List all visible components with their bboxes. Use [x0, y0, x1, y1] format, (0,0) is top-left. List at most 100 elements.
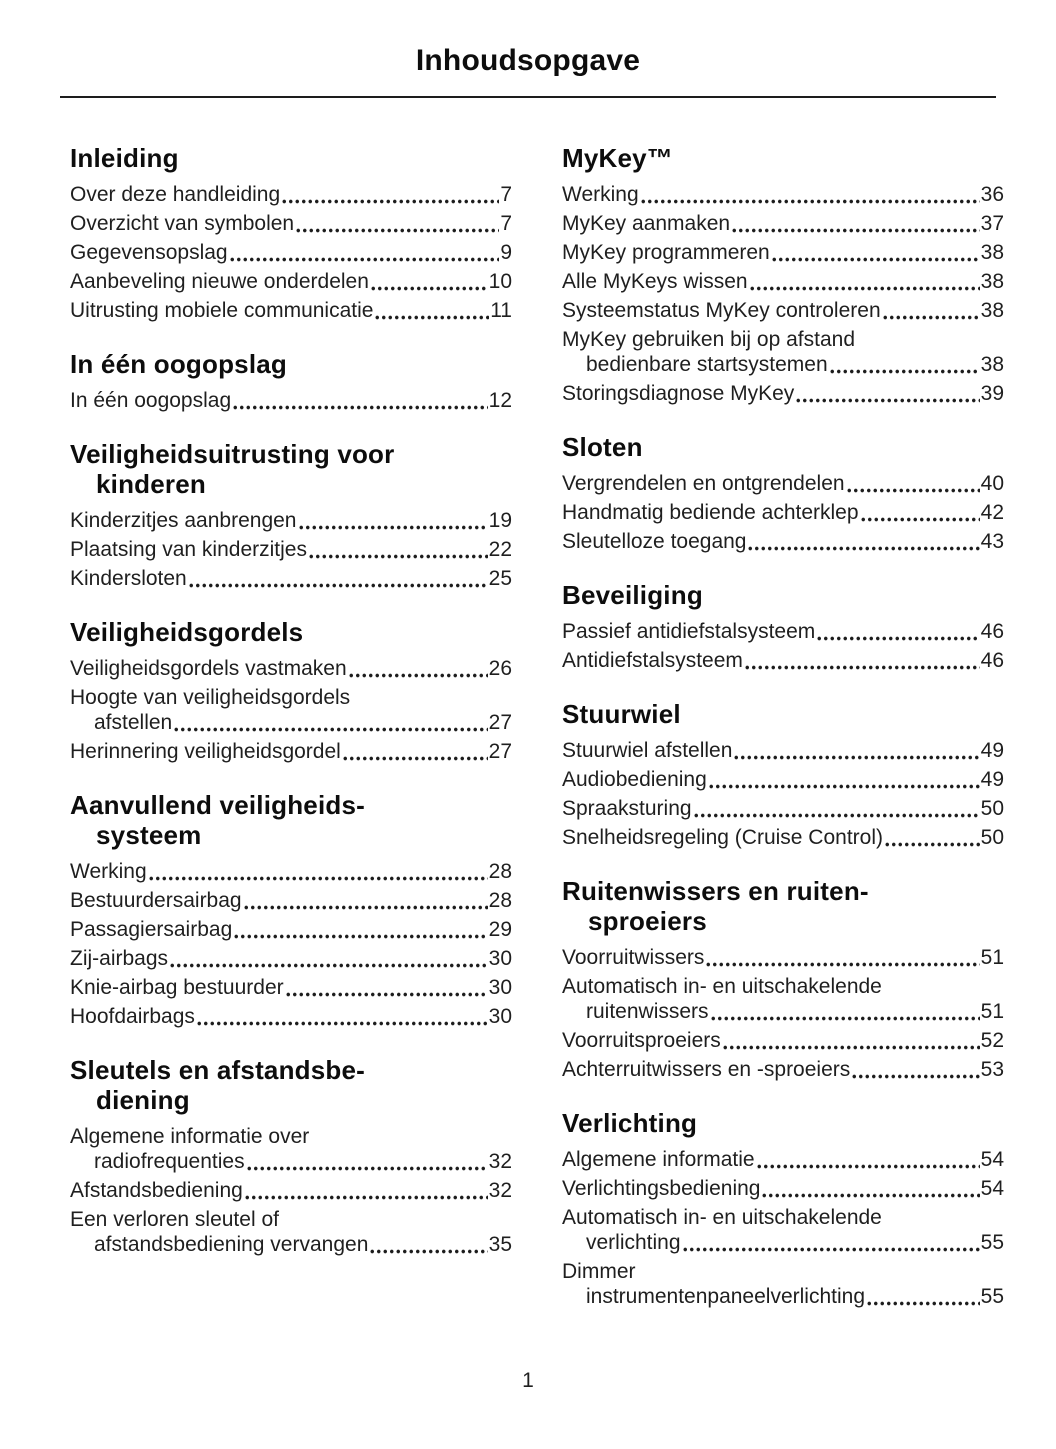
dot-leader: [639, 182, 980, 207]
toc-entry-line: Spraaksturing 50: [562, 796, 1004, 821]
dot-leader: [195, 1004, 488, 1029]
toc-entry: Antidiefstalsysteem 46: [562, 648, 1004, 673]
toc-entry-title: ruitenwissers: [586, 1000, 709, 1023]
toc-entry-line: Kindersloten 25: [70, 566, 512, 591]
toc-entry-title: Audiobediening: [562, 768, 707, 791]
toc-entry: Plaatsing van kinderzitjes 22: [70, 537, 512, 562]
toc-entry: Bestuurdersairbag 28: [70, 888, 512, 913]
toc-entry-line: Passagiersairbag 29: [70, 917, 512, 942]
section-heading: Inleiding: [70, 143, 179, 173]
dot-leader: [228, 240, 500, 265]
toc-entry-line: ruitenwissers 51: [562, 999, 1004, 1024]
toc-entry-title: Aanbeveling nieuwe onderdelen: [70, 270, 369, 293]
toc-entry-title: Werking: [70, 860, 147, 883]
toc-entry-title: MyKey aanmaken: [562, 212, 731, 235]
dot-leader: [243, 1178, 488, 1203]
toc-entry: Sleutelloze toegang 43: [562, 529, 1004, 554]
toc-entry-title: Handmatig bediende achterklep: [562, 501, 859, 524]
toc-entry-page-number: 29: [488, 918, 512, 941]
toc-section: Aanvullend veiligheids- systeem Werking 28…: [70, 790, 512, 1029]
toc-entry-title: Hoofdairbags: [70, 1005, 195, 1028]
toc-entry-page-number: 55: [980, 1231, 1004, 1254]
toc-entry: Automatisch in- en uitschakelende verlich…: [562, 1205, 1004, 1255]
toc-entry: Achterruitwissers en -sproeiers 53: [562, 1057, 1004, 1082]
dot-leader: [369, 1232, 488, 1257]
dot-leader: [845, 471, 980, 496]
dot-leader: [173, 710, 488, 735]
toc-entry-page-number: 27: [488, 711, 512, 734]
toc-entry: MyKey programmeren 38: [562, 240, 1004, 265]
toc-entry-title: Snelheidsregeling (Cruise Control): [562, 826, 883, 849]
toc-entry-text-line1: Een verloren sleutel of: [70, 1208, 279, 1231]
toc-entry-line: Storingsdiagnose MyKey 39: [562, 381, 1004, 406]
toc-entry-line: MyKey programmeren 38: [562, 240, 1004, 265]
toc-entry-title: Verlichtingsbediening: [562, 1177, 761, 1200]
dot-leader: [859, 500, 980, 525]
toc-entry-page-number: 40: [980, 472, 1004, 495]
toc-entry: Zij-airbags 30: [70, 946, 512, 971]
toc-entry-page-number: 10: [488, 270, 512, 293]
toc-entry-line: Snelheidsregeling (Cruise Control) 50: [562, 825, 1004, 850]
toc-entry-title: Voorruitwissers: [562, 946, 705, 969]
toc-entry-line: Systeemstatus MyKey controleren 38: [562, 298, 1004, 323]
toc-entry-line: Antidiefstalsysteem 46: [562, 648, 1004, 673]
dot-leader: [707, 767, 980, 792]
toc-entry-line: Passief antidiefstalsysteem 46: [562, 619, 1004, 644]
toc-entry-title: verlichting: [586, 1231, 681, 1254]
toc-entry: Overzicht van symbolen 7: [70, 211, 512, 236]
toc-entry-line: Voorruitsproeiers 52: [562, 1028, 1004, 1053]
toc-entry-page-number: 32: [488, 1150, 512, 1173]
toc-entry-line: Stuurwiel afstellen 49: [562, 738, 1004, 763]
toc-entry: Hoogte van veiligheidsgordels afstellen 27: [70, 685, 512, 735]
toc-entry-title: Zij-airbags: [70, 947, 169, 970]
toc-section: Sloten Vergrendelen en ontgrendelen 40 Hand…: [562, 432, 1004, 554]
toc-entry-line: Werking 28: [70, 859, 512, 884]
toc-entry-page-number: 30: [488, 947, 512, 970]
page-number: 1: [522, 1369, 534, 1392]
toc-entry: Dimmer instrumentenpaneelverlichting 55: [562, 1259, 1004, 1309]
toc-entry-text-line1: Dimmer: [562, 1260, 636, 1283]
toc-entry-line: Gegevensopslag 9: [70, 240, 512, 265]
toc-entry-line: radiofrequenties 32: [70, 1149, 512, 1174]
toc-section: In één oogopslag In één oogopslag 12: [70, 349, 512, 413]
dot-leader: [828, 352, 980, 377]
title-divider: [60, 96, 996, 98]
toc-entry-page-number: 46: [980, 649, 1004, 672]
toc-entry-title: Antidiefstalsysteem: [562, 649, 743, 672]
dot-leader: [851, 1057, 980, 1082]
toc-section: Ruitenwissers en ruiten- sproeiers Voorru…: [562, 876, 1004, 1082]
dot-leader: [884, 825, 980, 850]
toc-entry-line: Herinnering veiligheidsgordel 27: [70, 739, 512, 764]
toc-entry-title: afstandsbediening vervangen: [94, 1233, 369, 1256]
toc-entry-line: Alle MyKeys wissen 38: [562, 269, 1004, 294]
dot-leader: [755, 1147, 980, 1172]
dot-leader: [747, 529, 980, 554]
toc-entry: Afstandsbediening 32: [70, 1178, 512, 1203]
toc-entry-page-number: 53: [980, 1058, 1004, 1081]
toc-entry: Over deze handleiding 7: [70, 182, 512, 207]
toc-entry: Passief antidiefstalsysteem 46: [562, 619, 1004, 644]
toc-entry-line: Handmatig bediende achterklep 42: [562, 500, 1004, 525]
toc-entry-page-number: 51: [980, 1000, 1004, 1023]
toc-entry: Audiobediening 49: [562, 767, 1004, 792]
toc-entry-line: Voorruitwissers 51: [562, 945, 1004, 970]
toc-entry-title: Passagiersairbag: [70, 918, 233, 941]
dot-leader: [147, 859, 488, 884]
dot-leader: [866, 1284, 980, 1309]
toc-entry-page-number: 19: [488, 509, 512, 532]
toc-entry-title: In één oogopslag: [70, 389, 232, 412]
toc-entry: In één oogopslag 12: [70, 388, 512, 413]
toc-entry: Voorruitwissers 51: [562, 945, 1004, 970]
toc-entry-page-number: 35: [488, 1233, 512, 1256]
toc-entry-line: Overzicht van symbolen 7: [70, 211, 512, 236]
dot-leader: [770, 240, 980, 265]
section-heading: MyKey™: [562, 143, 674, 173]
toc-entry: Werking 36: [562, 182, 1004, 207]
toc-entry: Passagiersairbag 29: [70, 917, 512, 942]
dot-leader: [374, 298, 490, 323]
toc-entry-page-number: 49: [980, 768, 1004, 791]
toc-entry-title: Werking: [562, 183, 639, 206]
toc-entry: Kinderzitjes aanbrengen 19: [70, 508, 512, 533]
toc-entry-title: Bestuurdersairbag: [70, 889, 242, 912]
